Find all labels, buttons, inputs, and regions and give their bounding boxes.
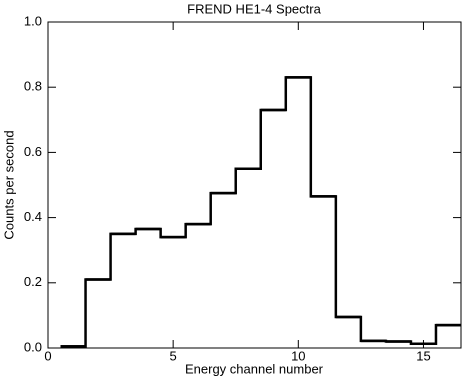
y-axis-label: Counts per second [1, 130, 16, 239]
y-tick-label: 0.8 [24, 79, 42, 94]
y-tick-label: 0.6 [24, 144, 42, 159]
chart-title: FREND HE1-4 Spectra [187, 1, 321, 16]
y-tick-label: 0.4 [24, 209, 42, 224]
x-tick-label: 0 [44, 348, 51, 363]
y-tick-label: 0.2 [24, 274, 42, 289]
x-tick-label: 15 [416, 348, 430, 363]
step-outline [60, 76, 461, 348]
y-tick-label: 1.0 [24, 13, 42, 28]
plot-frame [47, 21, 462, 349]
x-tick-label: 5 [170, 348, 177, 363]
x-axis-label: Energy channel number [185, 361, 324, 376]
x-tick-label: 10 [291, 348, 305, 363]
y-tick-label: 0.0 [24, 339, 42, 354]
